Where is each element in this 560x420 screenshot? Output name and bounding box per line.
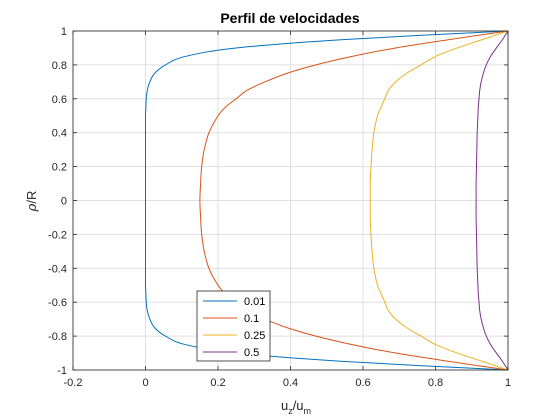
x-axis-label-sub1: z [288,406,293,416]
y-tick-label: -0.8 [48,331,67,343]
y-ticks: -1 -0.8 -0.6 -0.4 -0.2 0 0.2 0.4 0.6 0.8 1 [48,26,508,377]
y-axis-label: ρ/R [24,191,40,213]
x-tick-label: 0.8 [428,377,443,389]
y-tick-label: 0.6 [52,94,67,106]
x-tick-label: -0.2 [64,377,83,389]
x-axis-label-sub2: m [304,406,312,416]
legend-box [196,290,271,362]
legend: 0.01 0.1 0.25 0.5 [196,290,271,362]
legend-label-0.1: 0.1 [244,313,259,325]
y-tick-label: 0 [61,196,67,208]
x-axis-label-base: u [281,398,288,413]
chart-title: Perfil de velocidades [220,10,359,26]
y-tick-label: -0.6 [48,297,67,309]
x-tick-label: 0.6 [355,377,370,389]
y-tick-label: -1 [57,365,67,377]
y-tick-label: -0.4 [48,263,67,275]
series-line-0.5 [475,30,509,371]
y-tick-label: 0.8 [52,60,67,72]
x-ticks: -0.2 0 0.2 0.4 0.6 0.8 1 [64,31,511,389]
y-tick-label: -0.2 [48,229,67,241]
x-tick-label: 0.4 [283,377,298,389]
series-group [144,30,509,371]
y-tick-label: 1 [61,26,67,38]
y-axis-label-greek: ρ [25,203,40,212]
y-axis-label-rest: /R [24,191,39,204]
legend-label-0.5: 0.5 [244,347,259,359]
x-axis-label: uz/um [281,398,311,416]
legend-label-0.01: 0.01 [244,296,265,308]
series-line-0.1 [199,30,509,371]
legend-label-0.25: 0.25 [244,330,265,342]
y-tick-label: 0.4 [52,128,67,140]
x-axis-label-sep: /u [293,398,304,413]
x-tick-label: 1 [505,377,511,389]
series-line-0.01 [144,30,509,371]
x-tick-label: 0 [142,377,148,389]
series-line-0.25 [369,30,509,371]
y-tick-label: 0.2 [52,162,67,174]
x-tick-label: 0.2 [210,377,225,389]
